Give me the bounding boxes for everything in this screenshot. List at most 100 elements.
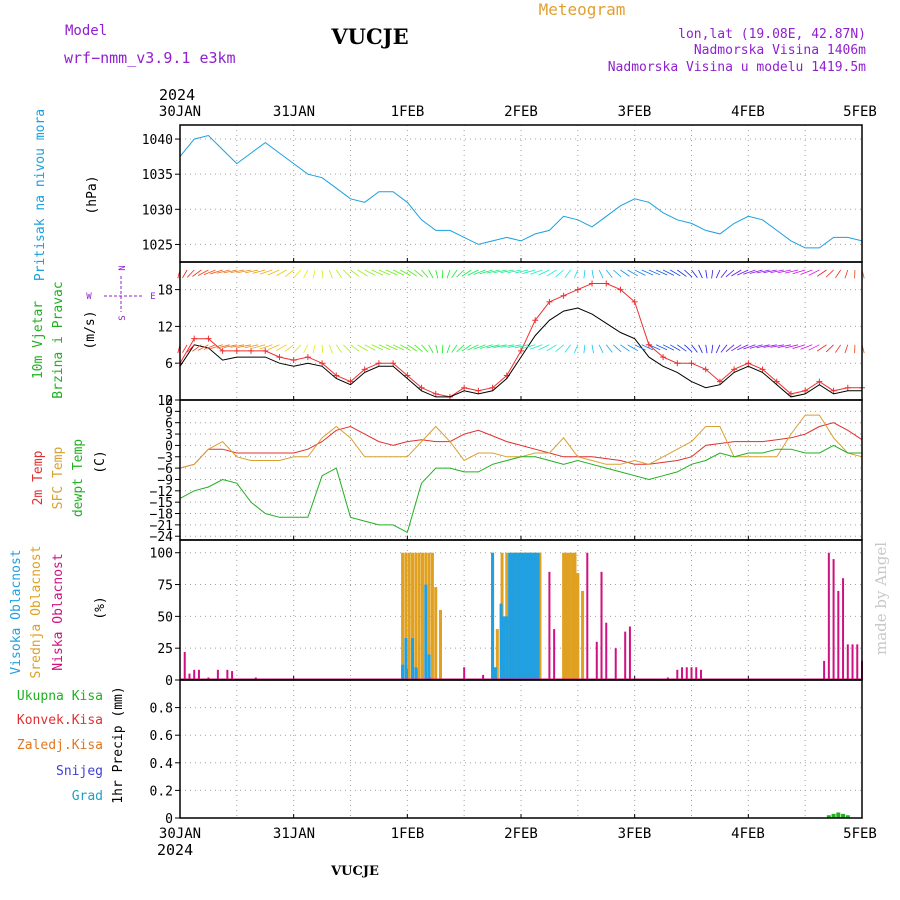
wind-arrow	[435, 344, 439, 354]
gust-point	[702, 366, 709, 373]
wind-arrow	[538, 269, 550, 276]
wind-arrow	[720, 344, 728, 353]
bar-low	[226, 669, 229, 680]
wind-arrow	[500, 269, 514, 273]
wind-arrow	[684, 344, 693, 353]
wind-arrow	[634, 344, 646, 351]
wind-arrow	[321, 344, 324, 354]
gust-point	[688, 360, 695, 367]
wind-arrow	[371, 344, 384, 351]
wind-arrow	[605, 269, 613, 278]
wind-arrow	[835, 344, 842, 353]
wind-arrow	[698, 344, 703, 354]
y-tick-label: 0.4	[150, 757, 174, 772]
wind-axis-labels: 10m Vjetar Brzina i Pravac (m/s) N S W E	[31, 265, 156, 398]
wind-arrow	[479, 344, 493, 349]
wind-arrow	[267, 269, 280, 276]
wind-arrow	[546, 269, 557, 277]
series-line-speed	[179, 307, 862, 398]
bar-high	[522, 552, 526, 680]
wind-arrow	[784, 344, 799, 349]
precip-axis-labels: Ukupna Kisa Konvek.Kisa Zaledj.Kisa Snij…	[17, 686, 126, 804]
y-tick-label: −15	[150, 496, 173, 511]
wind-arrow	[555, 269, 564, 278]
wind-arrow	[530, 269, 543, 275]
wind-arrow	[825, 269, 834, 278]
wind-arrow	[677, 269, 687, 277]
wind-arrow	[715, 269, 721, 279]
bar-high	[528, 552, 532, 680]
bar-high	[411, 638, 415, 680]
gust-point	[518, 347, 524, 354]
gust-point	[233, 347, 240, 354]
y-axis-unit: (C)	[93, 450, 108, 473]
y-tick-label: 12	[157, 320, 173, 335]
wind-arrow	[583, 344, 586, 354]
bar-low	[193, 669, 196, 680]
wind-arrow	[244, 344, 259, 349]
bar-low	[832, 559, 835, 680]
wind-arrow	[414, 344, 423, 352]
y-tick-label: −21	[150, 519, 173, 534]
gust-point	[248, 347, 255, 354]
wind-arrow	[293, 269, 302, 278]
wind-arrow	[461, 344, 472, 352]
wind-arrow	[486, 269, 500, 274]
gust-point	[603, 280, 610, 287]
bar-low	[548, 571, 551, 680]
wind-arrow	[749, 269, 763, 274]
bar-mid	[564, 552, 568, 680]
wind-arrow	[385, 269, 398, 276]
bar-low	[690, 667, 693, 680]
model-elevation-label: Nadmorska Visina u modelu 1419.5m	[608, 60, 866, 75]
wind-arrow	[350, 344, 360, 352]
wind-arrow	[591, 344, 594, 354]
footer-station: VUCJE	[330, 864, 379, 879]
bar-mid	[420, 552, 424, 680]
wind-arrow	[514, 344, 529, 349]
y-tick-label: 0	[165, 394, 173, 409]
wind-arrow	[303, 344, 309, 353]
wind-arrow	[252, 269, 266, 274]
y-axis-label: Visoka Oblacnost	[9, 549, 24, 674]
wind-arrow	[816, 269, 827, 277]
wind-arrow	[467, 344, 479, 351]
wind-arrow	[573, 344, 579, 354]
gust-point	[802, 387, 809, 394]
elevation-label: Nadmorska Visina 1406m	[694, 43, 866, 58]
wind-arrow	[514, 269, 529, 274]
wind-arrow	[493, 269, 507, 274]
gust-point	[546, 298, 553, 305]
x-tick-label: 2FEB	[504, 826, 538, 842]
wind-arrow	[210, 269, 223, 275]
wind-arrow	[691, 269, 698, 278]
bar-low	[842, 578, 845, 680]
bar-mid	[567, 552, 571, 680]
y-axis-label: Niska Oblacnost	[51, 553, 66, 670]
gust-point	[617, 286, 624, 293]
y-tick-label: 1030	[142, 203, 173, 218]
wind-arrow	[303, 269, 309, 279]
bar-high	[510, 552, 514, 680]
wind-arrow	[530, 344, 543, 350]
bar-mid	[411, 552, 415, 680]
wind-arrow	[731, 269, 742, 277]
gust-point	[674, 360, 681, 367]
y-axis-unit: (%)	[93, 596, 108, 619]
bar-low	[837, 590, 840, 680]
gust-point	[262, 347, 269, 354]
wind-arrow	[357, 344, 368, 352]
gust-point	[219, 347, 226, 354]
wind-arrow	[648, 269, 661, 276]
wind-arrow	[435, 269, 439, 279]
wind-arrow	[725, 269, 735, 278]
bar-high	[533, 552, 537, 680]
wind-arrow	[711, 344, 714, 354]
bar-high	[516, 552, 520, 680]
wind-arrow	[655, 344, 668, 351]
bar-mid	[427, 552, 431, 680]
gust-point	[844, 384, 851, 391]
legend-total-rain: Ukupna Kisa	[17, 689, 103, 704]
bar-high	[424, 584, 428, 680]
clouds-axis-labels: Visoka Oblacnost Srednja Oblacnost Niska…	[9, 545, 108, 678]
